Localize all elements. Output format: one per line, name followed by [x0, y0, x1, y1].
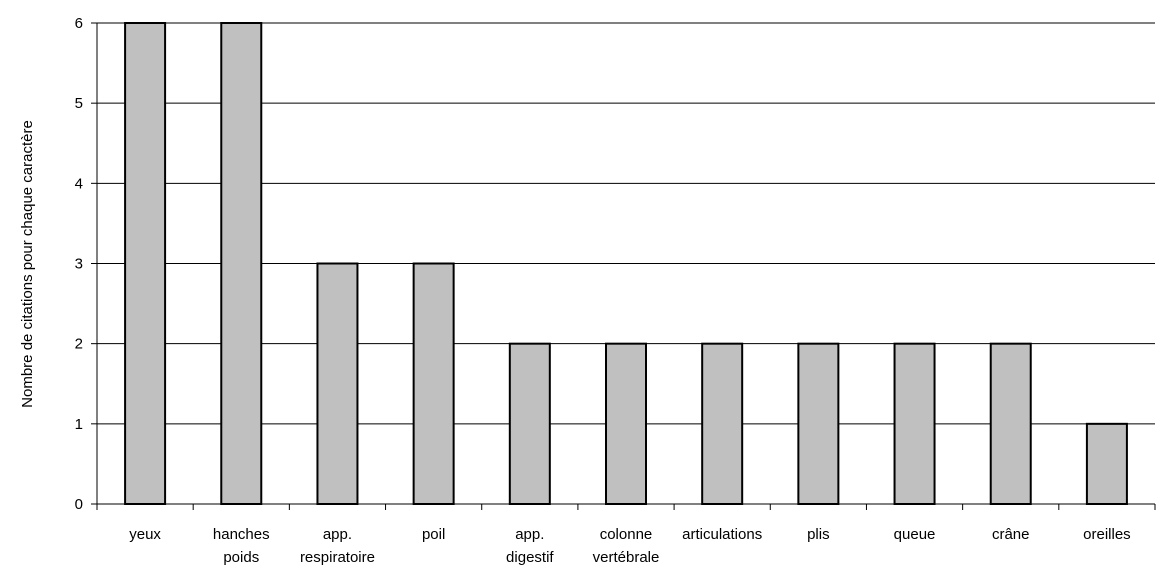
x-tick-label: yeux: [129, 526, 161, 543]
x-tick-label-line: oreilles: [1083, 526, 1131, 543]
bar: [893, 342, 936, 505]
x-tick-label-line: respiratoire: [300, 549, 375, 566]
bar: [797, 342, 840, 505]
x-tick-label-line: yeux: [129, 526, 161, 543]
x-tick-label: colonne vertébrale: [593, 526, 660, 566]
x-tick-label-line: hanches: [213, 526, 270, 543]
bar: [220, 22, 263, 505]
bar: [701, 342, 744, 505]
bar: [1085, 422, 1128, 506]
bar: [605, 342, 647, 505]
x-tick-label: crâne: [992, 526, 1030, 543]
x-tick-label-line: plis: [807, 526, 830, 543]
bar: [989, 342, 1032, 505]
y-tick-label: 4: [75, 175, 83, 192]
bar: [316, 262, 359, 505]
x-tick-label-line: crâne: [992, 526, 1030, 543]
y-tick-labels: 0 1 2 3 4 5 6: [75, 15, 83, 513]
x-tick-label-line: app.: [515, 526, 544, 543]
x-tick-label-line: queue: [894, 526, 936, 543]
y-tick-label: 6: [75, 15, 83, 32]
y-tick-label: 5: [75, 95, 83, 112]
x-tick-labels: yeux hanches poids app. respiratoire poil app.…: [129, 526, 1130, 566]
x-tick-label-line: colonne: [600, 526, 653, 543]
x-tick-label: oreilles: [1083, 526, 1131, 543]
x-tick-label: queue: [894, 526, 936, 543]
axes: [91, 22, 1156, 510]
x-tick-label: app. respiratoire: [300, 526, 375, 566]
y-tick-label: 0: [75, 496, 83, 513]
x-tick-label-line: articulations: [682, 526, 762, 543]
y-tick-label: 3: [75, 256, 83, 273]
y-axis-label: Nombre de citations pour chaque caractèr…: [19, 120, 36, 408]
x-tick-label: articulations: [682, 526, 762, 543]
gridlines: [97, 22, 1155, 425]
bar: [412, 262, 455, 505]
x-tick-label-line: digestif: [506, 549, 554, 566]
y-tick-label: 2: [75, 336, 83, 353]
x-tick-label: app. digestif: [506, 526, 554, 566]
bar: [508, 342, 551, 505]
y-tick-label: 1: [75, 416, 83, 433]
x-tick-label-line: poil: [422, 526, 445, 543]
x-tick-label: plis: [807, 526, 830, 543]
x-tick-label-line: vertébrale: [593, 549, 660, 566]
x-tick-label-line: poids: [223, 549, 259, 566]
x-tick-label-line: app.: [323, 526, 352, 543]
bars: [124, 22, 1128, 506]
x-tick-label: hanches poids: [213, 526, 270, 566]
x-tick-label: poil: [422, 526, 445, 543]
bar: [124, 22, 167, 505]
